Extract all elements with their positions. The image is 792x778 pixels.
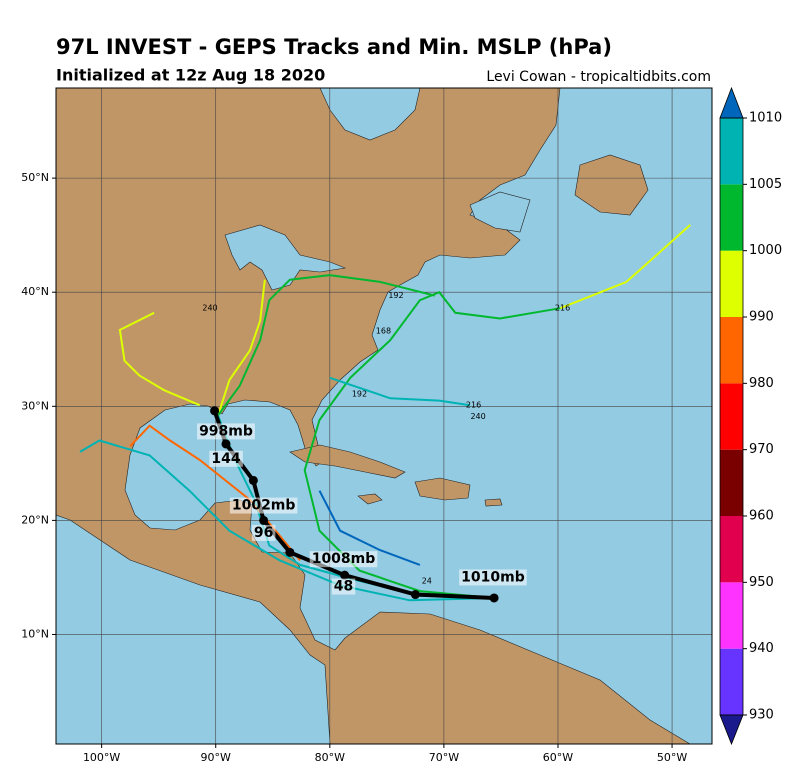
y-tick-label: 30°N xyxy=(21,399,49,412)
mean-label: 1008mb xyxy=(312,551,376,567)
ensemble-track xyxy=(329,376,471,407)
mean-point xyxy=(410,590,420,600)
y-tick-label: 10°N xyxy=(21,627,49,640)
map xyxy=(56,88,712,744)
mean-point xyxy=(340,570,350,580)
chart-title: 97L INVEST - GEPS Tracks and Min. MSLP (… xyxy=(56,35,612,59)
colorbar-frame xyxy=(719,117,744,716)
mean-label: 96 xyxy=(254,525,273,541)
mean-label: 144 xyxy=(211,451,240,467)
mean-label: 998mb xyxy=(199,423,253,439)
jamaica xyxy=(357,493,383,505)
colorbar-tick-label: 980 xyxy=(749,376,774,391)
label-background xyxy=(251,524,276,541)
label-background xyxy=(209,450,243,467)
ensemble-track xyxy=(217,279,266,416)
colorbar-band xyxy=(720,317,743,384)
label-background xyxy=(331,578,356,595)
ensemble-track xyxy=(118,311,201,407)
mean-point xyxy=(210,406,220,416)
ensemble-track xyxy=(303,290,561,599)
colorbar-band xyxy=(720,118,743,185)
plot-area: 216 192 168 240 216 240 192 24 1010mb 1008mb 48 100… xyxy=(56,88,712,744)
hour-label: 192 xyxy=(352,389,367,398)
mean-point xyxy=(489,593,499,603)
ensemble-track xyxy=(559,224,691,310)
y-tick-label: 50°N xyxy=(21,171,49,184)
gulf-st-lawrence xyxy=(469,191,531,233)
mean-point xyxy=(285,547,295,557)
colorbar-tick-label: 940 xyxy=(749,641,774,656)
colorbar-tick-label: 970 xyxy=(749,442,774,457)
colorbar-band xyxy=(720,449,743,516)
hour-label: 216 xyxy=(466,401,481,410)
y-tick-label: 40°N xyxy=(21,285,49,298)
mean-point xyxy=(248,475,258,485)
x-tick-label: 100°W xyxy=(83,751,120,764)
colorbar-band xyxy=(720,250,743,317)
x-tick-label: 80°W xyxy=(315,751,345,764)
mean-point xyxy=(259,515,269,525)
mean-label: 48 xyxy=(334,579,353,595)
colorbar-over xyxy=(719,86,744,119)
hudson-bay xyxy=(319,88,421,141)
ensemble-track xyxy=(318,490,421,566)
puerto-rico xyxy=(484,498,503,507)
colorbar-tick-label: 1005 xyxy=(749,177,782,192)
x-tick-label: 60°W xyxy=(543,751,573,764)
colorbar-under xyxy=(719,714,744,746)
colorbar-tick-label: 1000 xyxy=(749,243,782,258)
ensemble-track xyxy=(217,274,436,416)
label-background xyxy=(229,497,298,514)
mean-track xyxy=(212,410,495,600)
hour-label: 240 xyxy=(470,412,485,421)
label-background xyxy=(459,569,527,586)
colorbar-tick-label: 930 xyxy=(749,708,774,723)
x-tick-label: 70°W xyxy=(429,751,459,764)
hispaniola xyxy=(414,477,471,501)
colorbar-band xyxy=(720,516,743,583)
hour-label: 168 xyxy=(376,327,391,336)
hour-label: 192 xyxy=(388,291,403,300)
hour-label: 240 xyxy=(202,304,217,313)
mean-label: 1010mb xyxy=(461,569,525,585)
land xyxy=(56,88,691,744)
mean-label: 1002mb xyxy=(232,498,296,514)
x-tick-label: 50°W xyxy=(657,751,687,764)
colorbar-band xyxy=(720,184,743,251)
label-background xyxy=(309,551,378,568)
colorbar-band xyxy=(720,648,743,715)
credit: Levi Cowan - tropicaltidbits.com xyxy=(486,69,711,85)
colorbar-band xyxy=(720,582,743,649)
x-tick-label: 90°W xyxy=(201,751,231,764)
hour-label: 24 xyxy=(422,576,432,585)
cuba xyxy=(289,444,406,479)
colorbar-band xyxy=(720,383,743,450)
axes-frame xyxy=(55,87,713,745)
chart-subtitle: Initialized at 12z Aug 18 2020 xyxy=(56,66,325,85)
hour-label: 216 xyxy=(555,304,570,313)
colorbar-tick-label: 950 xyxy=(749,575,774,590)
ensemble-track xyxy=(79,439,495,602)
colorbar: 930 940 950 960 970 980 990 1000 1005 1010 xyxy=(719,86,782,746)
colorbar-tick-label: 1010 xyxy=(749,111,782,126)
mean-point xyxy=(221,439,231,449)
newfoundland xyxy=(574,154,649,216)
y-tick-label: 20°N xyxy=(21,513,49,526)
colorbar-tick-label: 960 xyxy=(749,509,774,524)
colorbar-tick-label: 990 xyxy=(749,310,774,325)
great-lakes xyxy=(224,224,347,291)
label-background xyxy=(197,423,255,440)
